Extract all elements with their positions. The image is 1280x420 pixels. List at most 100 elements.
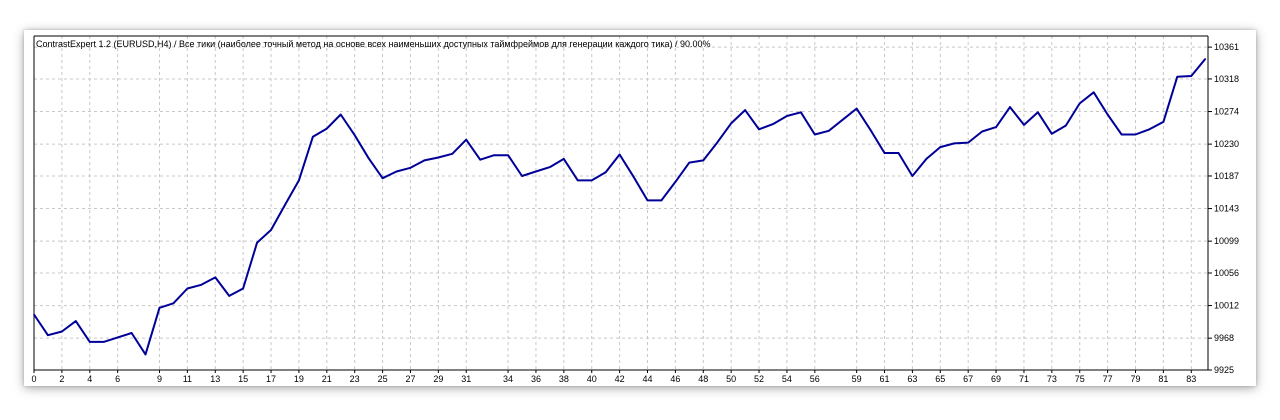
data-point	[925, 158, 928, 160]
y-tick-label: 10012	[1214, 301, 1239, 311]
y-tick-label: 10143	[1214, 204, 1239, 214]
data-point	[730, 122, 732, 125]
data-point	[716, 141, 719, 144]
x-tick-label: 25	[378, 374, 388, 384]
data-point	[800, 111, 802, 114]
x-tick-label: 52	[754, 374, 764, 384]
data-point	[200, 284, 203, 286]
y-tick-label: 10187	[1214, 171, 1239, 181]
data-point	[186, 287, 189, 290]
chart-title: ContrastExpert 1.2 (EURUSD,H4) / Все тик…	[36, 39, 711, 49]
data-point	[172, 302, 175, 305]
data-point	[911, 175, 914, 177]
data-point	[158, 306, 161, 309]
y-tick-label: 10318	[1214, 74, 1239, 84]
x-tick-label: 31	[461, 374, 471, 384]
data-point	[981, 130, 983, 133]
x-tick-label: 15	[238, 374, 248, 384]
data-point	[814, 133, 816, 136]
data-point	[995, 126, 997, 128]
data-point	[897, 152, 900, 154]
data-point	[75, 320, 77, 322]
data-point	[256, 241, 258, 244]
x-tick-label: 4	[87, 374, 92, 384]
data-point	[1134, 133, 1137, 136]
data-point	[1078, 102, 1081, 105]
x-tick-label: 63	[907, 374, 917, 384]
y-tick-label: 10099	[1214, 236, 1239, 246]
data-point	[772, 123, 774, 125]
data-point	[646, 199, 649, 202]
y-axis-ticks: 9925 9968 10012 10056 10099 10143 10187 10230 10…	[1208, 42, 1239, 375]
data-point	[33, 313, 35, 316]
x-tick-label: 48	[698, 374, 708, 384]
data-point	[1092, 91, 1095, 94]
data-point	[451, 152, 454, 155]
data-point	[618, 153, 621, 156]
data-point	[270, 229, 272, 231]
data-point	[632, 175, 635, 178]
data-point	[604, 171, 607, 174]
chart-frame	[24, 30, 1256, 386]
data-point	[88, 341, 91, 343]
x-tick-label: 38	[559, 374, 569, 384]
data-point	[465, 138, 468, 141]
data-point	[493, 154, 495, 157]
data-point	[1162, 121, 1165, 123]
data-point	[1120, 133, 1123, 136]
x-tick-label: 21	[322, 374, 332, 384]
x-tick-label: 9	[157, 374, 162, 384]
data-point	[1051, 132, 1053, 135]
data-point	[144, 353, 147, 356]
x-tick-label: 77	[1103, 374, 1113, 384]
data-point	[409, 167, 412, 169]
data-point	[1064, 124, 1067, 127]
x-tick-label: 73	[1047, 374, 1057, 384]
x-tick-label: 75	[1075, 374, 1085, 384]
data-point	[576, 179, 579, 182]
x-tick-label: 83	[1186, 374, 1196, 384]
x-axis-ticks: 0 2 4 6 9 11 13 15 17 19 21 23 25 27 29 31 34 36 38 40 42 44 4…	[31, 370, 1196, 384]
data-point	[744, 109, 746, 111]
data-point	[228, 295, 231, 297]
y-tick-label: 10361	[1214, 42, 1239, 52]
data-point	[1148, 128, 1151, 131]
data-point	[702, 159, 705, 162]
data-point	[869, 129, 872, 131]
data-point	[688, 161, 691, 164]
axes	[33, 35, 1209, 371]
x-tick-label: 67	[963, 374, 973, 384]
x-tick-label: 56	[810, 374, 820, 384]
data-point	[339, 113, 342, 116]
x-tick-label: 36	[531, 374, 541, 384]
grid-lines	[34, 36, 1208, 370]
x-tick-label: 44	[642, 374, 652, 384]
y-tick-label: 9968	[1214, 333, 1234, 343]
data-point	[1037, 111, 1039, 114]
data-point	[590, 179, 593, 182]
x-tick-label: 79	[1130, 374, 1140, 384]
x-tick-label: 50	[726, 374, 736, 384]
data-point	[549, 166, 551, 168]
x-tick-label: 61	[880, 374, 890, 384]
data-point	[61, 330, 63, 333]
data-point	[214, 276, 217, 279]
data-point	[855, 107, 858, 110]
data-point	[437, 156, 440, 159]
data-point	[535, 170, 537, 173]
data-point	[507, 154, 509, 157]
x-tick-label: 65	[935, 374, 945, 384]
x-tick-label: 54	[782, 374, 792, 384]
x-tick-label: 11	[183, 374, 192, 384]
data-point	[841, 118, 844, 121]
data-point	[116, 336, 119, 339]
data-point	[521, 175, 523, 177]
data-point	[1106, 113, 1109, 116]
y-tick-label: 9925	[1214, 365, 1234, 375]
x-tick-label: 29	[433, 374, 443, 384]
data-point	[563, 158, 565, 160]
data-point	[47, 334, 49, 336]
x-tick-label: 69	[991, 374, 1001, 384]
data-point	[298, 179, 300, 182]
data-point	[381, 177, 384, 179]
